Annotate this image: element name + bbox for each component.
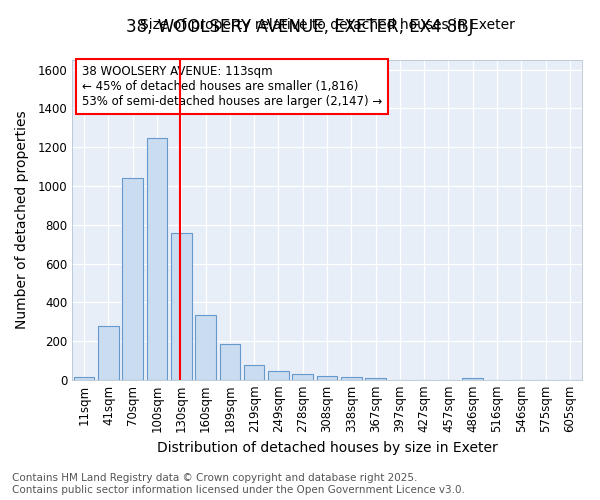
Bar	[220, 344, 240, 380]
Y-axis label: Number of detached properties: Number of detached properties	[15, 110, 29, 330]
Bar	[463, 378, 483, 380]
Text: 38, WOOLSERY AVENUE, EXETER, EX4 8BJ: 38, WOOLSERY AVENUE, EXETER, EX4 8BJ	[126, 18, 474, 36]
Bar	[98, 326, 119, 380]
Bar	[317, 376, 337, 380]
Bar	[146, 138, 167, 380]
Bar	[365, 378, 386, 380]
Bar	[122, 178, 143, 380]
Bar	[244, 366, 265, 380]
Text: Contains HM Land Registry data © Crown copyright and database right 2025.
Contai: Contains HM Land Registry data © Crown c…	[12, 474, 465, 495]
X-axis label: Distribution of detached houses by size in Exeter: Distribution of detached houses by size …	[157, 441, 497, 455]
Title: Size of property relative to detached houses in Exeter: Size of property relative to detached ho…	[140, 18, 514, 32]
Bar	[74, 377, 94, 380]
Bar	[171, 232, 191, 380]
Bar	[268, 372, 289, 380]
Bar	[195, 315, 216, 380]
Text: 38 WOOLSERY AVENUE: 113sqm
← 45% of detached houses are smaller (1,816)
53% of s: 38 WOOLSERY AVENUE: 113sqm ← 45% of deta…	[82, 65, 382, 108]
Bar	[292, 374, 313, 380]
Bar	[341, 377, 362, 380]
